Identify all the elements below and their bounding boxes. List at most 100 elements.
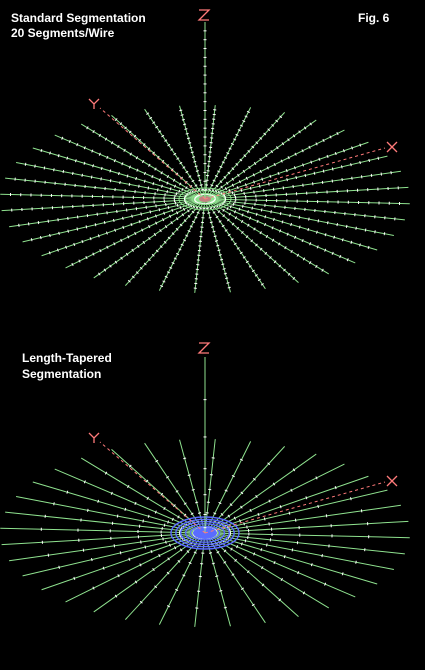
segment-mark — [350, 240, 353, 244]
segment-mark — [280, 159, 283, 163]
segment-mark — [179, 548, 183, 552]
segment-mark — [342, 149, 345, 153]
segment-mark — [211, 188, 215, 192]
segment-mark — [135, 156, 139, 160]
segment-mark — [149, 210, 152, 214]
segment-mark — [222, 268, 226, 270]
segment-mark — [223, 561, 227, 564]
segment-mark — [106, 155, 109, 160]
segment-mark — [179, 223, 183, 227]
segment-mark — [350, 497, 352, 501]
segment-mark — [182, 166, 186, 169]
segment-mark — [122, 216, 124, 220]
segment-mark — [270, 150, 274, 154]
segment-mark — [49, 151, 51, 155]
segment-mark — [197, 188, 201, 192]
segment-mark — [146, 217, 149, 221]
segment-mark — [301, 238, 304, 243]
segment-mark — [49, 233, 51, 238]
segment-mark — [119, 122, 123, 126]
segment-mark — [210, 184, 214, 187]
segment-mark — [240, 505, 243, 509]
radial-wire — [204, 198, 299, 284]
segment-mark — [192, 220, 196, 224]
segment-mark — [166, 271, 171, 274]
segment-mark — [288, 511, 291, 515]
segment-mark — [283, 268, 286, 272]
z-axis — [203, 22, 207, 199]
segment-mark — [253, 180, 255, 184]
segment-mark — [81, 239, 84, 244]
segment-mark — [237, 129, 241, 132]
segment-mark — [256, 219, 259, 223]
segment-mark — [310, 160, 313, 164]
segment-mark — [307, 228, 310, 232]
segment-mark — [316, 230, 318, 234]
segment-mark — [73, 576, 76, 580]
segment-mark — [223, 606, 227, 609]
radial-wire — [204, 198, 231, 293]
radial-wire — [204, 112, 286, 200]
radial-wire — [16, 161, 206, 200]
segment-mark — [355, 226, 357, 230]
segment-mark — [336, 222, 339, 227]
segment-mark — [208, 552, 213, 554]
segment-mark — [30, 238, 33, 242]
segment-mark — [120, 238, 123, 242]
y-axis-label — [88, 98, 100, 109]
segment-mark — [279, 505, 282, 509]
segment-mark — [207, 188, 212, 191]
segment-mark — [315, 264, 318, 268]
segment-mark — [187, 474, 191, 477]
segment-mark — [128, 165, 131, 169]
segment-mark — [216, 244, 220, 247]
segment-mark — [220, 513, 224, 516]
segment-mark — [278, 598, 282, 602]
figure-label: Fig. 6 — [358, 11, 390, 25]
segment-mark — [267, 128, 271, 132]
segment-mark — [166, 181, 169, 185]
segment-mark — [135, 177, 138, 181]
segment-mark — [278, 242, 281, 246]
segment-mark — [255, 141, 259, 145]
segment-mark — [269, 256, 272, 260]
segment-mark — [322, 138, 325, 143]
segment-mark — [177, 559, 181, 563]
segment-mark — [251, 603, 255, 607]
segment-mark — [151, 253, 155, 257]
segment-mark — [273, 561, 276, 565]
segment-mark — [147, 514, 150, 518]
segment-mark — [199, 184, 203, 186]
segment-mark — [228, 188, 231, 193]
segment-mark — [114, 594, 118, 598]
segment-mark — [141, 228, 144, 232]
segment-mark — [188, 561, 192, 565]
segment-mark — [67, 229, 70, 233]
segment-mark — [146, 112, 150, 115]
segment-mark — [260, 208, 263, 212]
segment-mark — [113, 242, 116, 246]
segment-mark — [113, 159, 116, 163]
segment-mark — [62, 170, 65, 174]
radial-wire — [204, 197, 410, 205]
segment-mark — [234, 210, 237, 214]
segment-mark — [39, 236, 42, 240]
segment-mark — [327, 221, 329, 225]
segment-mark — [240, 491, 244, 495]
segment-mark — [268, 499, 271, 503]
segment-mark — [295, 175, 298, 180]
segment-mark — [296, 253, 300, 257]
segment-mark — [321, 554, 323, 558]
segment-mark — [231, 190, 234, 195]
radial-wire — [204, 170, 401, 200]
segment-mark — [252, 173, 255, 177]
segment-mark — [154, 585, 158, 589]
x-axis-line — [204, 481, 386, 534]
segment-mark — [228, 212, 231, 216]
segment-mark — [103, 268, 107, 272]
segment-mark — [293, 166, 296, 170]
segment-mark — [176, 157, 180, 160]
segment-mark — [318, 157, 321, 161]
segment-mark — [240, 188, 243, 193]
segment-mark — [340, 165, 343, 169]
